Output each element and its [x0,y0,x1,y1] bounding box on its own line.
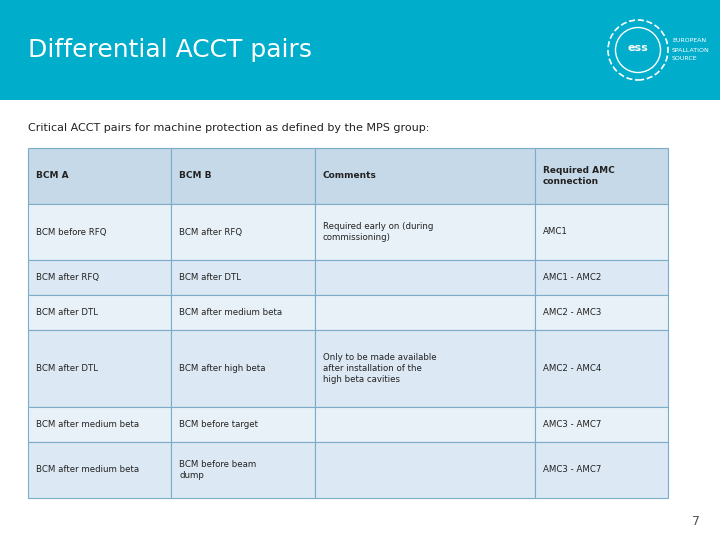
Bar [28,204,171,260]
Text: Required early on (during
commissioning): Required early on (during commissioning) [323,222,433,242]
Text: BCM A: BCM A [36,172,68,180]
Text: BCM after DTL: BCM after DTL [179,273,241,282]
Bar [171,148,315,204]
Text: AMC3 - AMC7: AMC3 - AMC7 [543,465,601,475]
Text: Only to be made available
after installation of the
high beta cavities: Only to be made available after installa… [323,353,436,384]
Bar [315,204,535,260]
Bar [535,204,668,260]
Bar [28,442,171,498]
Text: BCM after RFQ: BCM after RFQ [36,273,99,282]
Bar [171,330,315,407]
Text: BCM before target: BCM before target [179,420,258,429]
Bar [171,407,315,442]
Text: AMC2 - AMC3: AMC2 - AMC3 [543,308,601,317]
Bar [28,260,171,295]
Text: Differential ACCT pairs: Differential ACCT pairs [28,38,312,62]
Circle shape [616,28,660,72]
Text: EUROPEAN: EUROPEAN [672,38,706,44]
Bar [535,295,668,330]
Text: AMC2 - AMC4: AMC2 - AMC4 [543,364,601,373]
Bar [171,442,315,498]
Bar [315,330,535,407]
Text: Required AMC
connection: Required AMC connection [543,166,615,186]
Bar [535,330,668,407]
Bar [171,295,315,330]
Bar [28,295,171,330]
Text: BCM before beam
dump: BCM before beam dump [179,460,256,480]
Text: ess: ess [628,43,649,53]
Bar [315,442,535,498]
Bar [171,260,315,295]
Bar [315,260,535,295]
Text: BCM after high beta: BCM after high beta [179,364,266,373]
Bar [535,407,668,442]
Text: BCM after DTL: BCM after DTL [36,364,98,373]
Bar [171,204,315,260]
Text: AMC1 - AMC2: AMC1 - AMC2 [543,273,601,282]
Text: 7: 7 [692,515,700,528]
Bar [535,442,668,498]
Text: SOURCE: SOURCE [672,57,698,62]
Text: Comments: Comments [323,172,377,180]
Bar [0,0,720,100]
Text: AMC1: AMC1 [543,227,568,237]
Bar [535,260,668,295]
Bar [28,330,171,407]
Text: BCM before RFQ: BCM before RFQ [36,227,107,237]
Bar [535,148,668,204]
Text: BCM after RFQ: BCM after RFQ [179,227,243,237]
Bar [28,148,171,204]
Text: BCM B: BCM B [179,172,212,180]
Text: SPALLATION: SPALLATION [672,48,710,52]
Bar [28,407,171,442]
Text: Critical ACCT pairs for machine protection as defined by the MPS group:: Critical ACCT pairs for machine protecti… [28,123,429,133]
Text: BCM after DTL: BCM after DTL [36,308,98,317]
Text: BCM after medium beta: BCM after medium beta [36,420,139,429]
Text: AMC3 - AMC7: AMC3 - AMC7 [543,420,601,429]
Bar [315,295,535,330]
Text: BCM after medium beta: BCM after medium beta [36,465,139,475]
Bar [315,407,535,442]
Bar [315,148,535,204]
Text: BCM after medium beta: BCM after medium beta [179,308,282,317]
